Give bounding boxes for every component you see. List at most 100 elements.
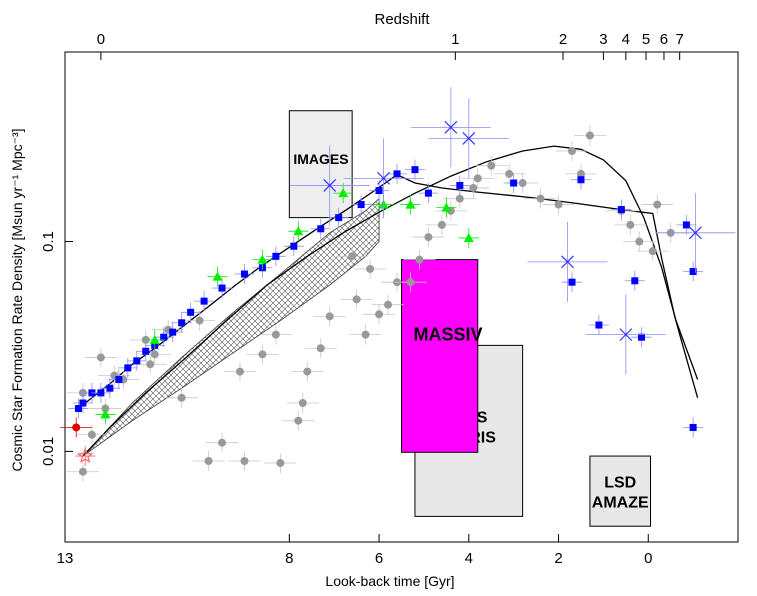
data-point-s1-14 <box>194 291 215 312</box>
top-tick-label-4: 4 <box>622 31 630 48</box>
data-point-s0-8-marker <box>177 393 186 402</box>
y-tick-label-1: 0.01 <box>40 437 57 466</box>
data-point-s1-20-marker <box>317 225 325 233</box>
data-point-s0-13 <box>282 410 315 431</box>
data-point-s0-39 <box>524 188 557 209</box>
data-point-s2-2-marker <box>212 271 223 281</box>
survey-box-2 <box>401 259 479 453</box>
data-point-s0-46 <box>623 231 656 252</box>
data-point-s3-1 <box>343 138 424 219</box>
survey-box-label2-3: AMAZE <box>592 495 649 512</box>
top-tick-label-2: 2 <box>559 31 567 48</box>
data-point-s0-39-marker <box>536 194 545 203</box>
data-point-s0-26 <box>394 272 427 293</box>
data-point-s0-26-marker <box>406 278 415 287</box>
data-point-s1-29 <box>561 272 582 293</box>
data-point-s1-37 <box>683 417 704 438</box>
data-point-s1-33-marker <box>631 277 639 285</box>
data-point-s0-17 <box>286 393 319 414</box>
data-point-s0-28 <box>336 246 369 267</box>
data-point-s0-13-marker <box>294 416 303 425</box>
data-point-s0-5 <box>84 347 117 368</box>
data-point-s3-3 <box>428 98 509 179</box>
data-point-s0-41 <box>555 140 588 161</box>
data-point-s1-26-marker <box>424 189 432 197</box>
data-point-s1-28-marker <box>510 179 518 187</box>
top-tick-label-1: 1 <box>451 31 459 48</box>
hatched-band <box>82 197 380 457</box>
x-tick-label-1: 8 <box>285 550 293 567</box>
data-point-s0-37 <box>493 163 526 184</box>
data-point-s1-32-marker <box>617 206 625 214</box>
data-point-s1-4 <box>99 378 120 399</box>
data-point-s3-2-marker <box>444 120 458 134</box>
data-point-s1-8-marker <box>142 347 150 355</box>
data-point-s1-21-marker <box>335 214 343 222</box>
top-tick-label-3: 3 <box>599 31 607 48</box>
data-point-s1-18-marker <box>272 252 280 260</box>
data-point-s1-34-marker <box>638 333 646 341</box>
data-point-s2-5 <box>333 183 354 204</box>
data-point-s0-46-marker <box>635 237 644 246</box>
data-point-s0-10 <box>206 432 239 453</box>
x-tick-label-2: 6 <box>375 550 383 567</box>
data-point-s0-27 <box>403 249 436 270</box>
data-point-s1-7-marker <box>133 357 141 365</box>
data-point-s2-5-marker <box>338 188 349 198</box>
data-point-s1-21 <box>328 207 349 228</box>
data-point-s3-6-marker <box>688 226 702 240</box>
data-point-s2-4 <box>288 221 309 242</box>
data-point-s0-23-marker <box>375 310 384 319</box>
data-point-s1-3-marker <box>97 389 105 397</box>
data-point-s3-4-marker <box>561 255 574 269</box>
data-point-s0-1 <box>75 424 108 445</box>
data-point-s3-0-marker <box>323 179 337 192</box>
data-point-s0-9-marker <box>204 456 213 465</box>
data-point-s1-22-marker <box>357 201 365 209</box>
data-point-s3-5 <box>585 294 666 375</box>
data-point-s0-18 <box>291 361 324 382</box>
data-point-s1-13 <box>180 302 201 323</box>
data-point-s1-28 <box>503 173 524 194</box>
data-point-s1-37-marker <box>689 423 697 431</box>
data-point-s2-8-marker <box>441 202 452 212</box>
data-point-s0-34-marker <box>469 183 478 192</box>
data-point-s3-6 <box>655 192 736 273</box>
data-point-s0-40 <box>542 194 575 215</box>
data-point-s1-36 <box>683 261 704 282</box>
data-point-s0-49-marker <box>653 200 662 209</box>
data-point-s2-9-marker <box>463 232 474 242</box>
data-point-s1-16 <box>234 264 255 285</box>
data-point-s0-15 <box>246 344 279 365</box>
data-point-s0-12-marker <box>276 459 285 468</box>
data-point-s0-33-marker <box>455 194 464 203</box>
data-point-s1-32 <box>611 199 632 220</box>
data-point-s0-21 <box>340 289 373 310</box>
data-point-s1-5-marker <box>115 376 123 384</box>
data-point-s3-4 <box>527 221 608 302</box>
data-point-s2-7 <box>400 194 421 215</box>
data-point-s0-41-marker <box>567 146 576 155</box>
survey-box-label-3: LSD <box>604 475 636 492</box>
data-point-s5-0 <box>75 446 96 467</box>
data-point-s1-4-marker <box>106 384 114 392</box>
data-point-s1-10-marker <box>160 333 168 341</box>
data-point-s3-2 <box>410 87 491 168</box>
data-point-s1-1 <box>72 393 93 414</box>
data-point-s2-0-marker <box>100 409 111 419</box>
data-point-s0-7-marker <box>146 360 155 369</box>
data-point-s1-3 <box>90 382 111 403</box>
data-point-s0-53 <box>183 310 216 331</box>
data-point-s1-6-marker <box>124 364 132 372</box>
model-curve-1 <box>82 145 699 457</box>
data-point-s1-15-marker <box>218 284 226 292</box>
data-point-s1-23-marker <box>375 187 383 195</box>
data-point-s0-8 <box>165 387 198 408</box>
data-point-s3-3-marker <box>462 131 476 145</box>
data-point-s1-14-marker <box>200 297 208 305</box>
x-tick-label-3: 4 <box>465 550 473 567</box>
data-point-s1-0-marker <box>74 405 82 413</box>
survey-box-label-2: MASSIV <box>414 325 483 345</box>
data-point-s0-35-marker <box>487 161 496 170</box>
data-point-s0-29-marker <box>366 264 375 273</box>
